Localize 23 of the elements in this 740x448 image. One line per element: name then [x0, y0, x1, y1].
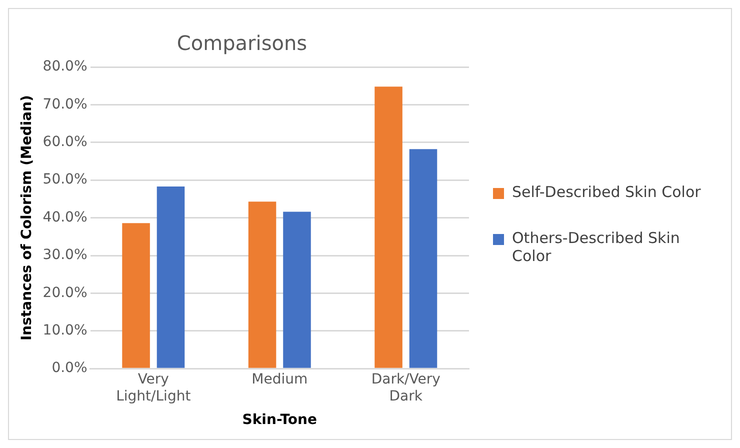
x-tick-label: Very Light/Light: [116, 372, 192, 404]
x-tick-label: Medium: [252, 372, 308, 388]
bar: [248, 202, 276, 368]
y-tick-label: 80.0%: [42, 58, 88, 75]
y-tick-label: 60.0%: [42, 134, 88, 150]
legend-label: Others-Described Skin Color: [512, 229, 681, 265]
y-axis-title: Instances of Colorism (Median): [19, 95, 36, 341]
bar: [374, 86, 402, 368]
legend-label: Self-Described Skin Color: [512, 183, 701, 201]
y-tick-label: 30.0%: [42, 247, 88, 264]
x-axis-title: Skin-Tone: [242, 412, 317, 428]
chart-title: Comparisons: [176, 31, 308, 56]
y-tick-label: 50.0%: [42, 172, 88, 188]
bar: [409, 149, 438, 368]
y-tick-label: 0.0%: [52, 360, 88, 376]
y-tick-label: 70.0%: [42, 96, 88, 112]
y-tick-label: 20.0%: [42, 284, 88, 301]
bar: [122, 223, 150, 368]
bar: [156, 186, 185, 368]
x-tick-label: Dark/Very Dark: [371, 372, 440, 404]
y-tick-label: 10.0%: [42, 322, 88, 339]
y-tick-label: 40.0%: [42, 209, 88, 226]
bar: [283, 212, 311, 368]
